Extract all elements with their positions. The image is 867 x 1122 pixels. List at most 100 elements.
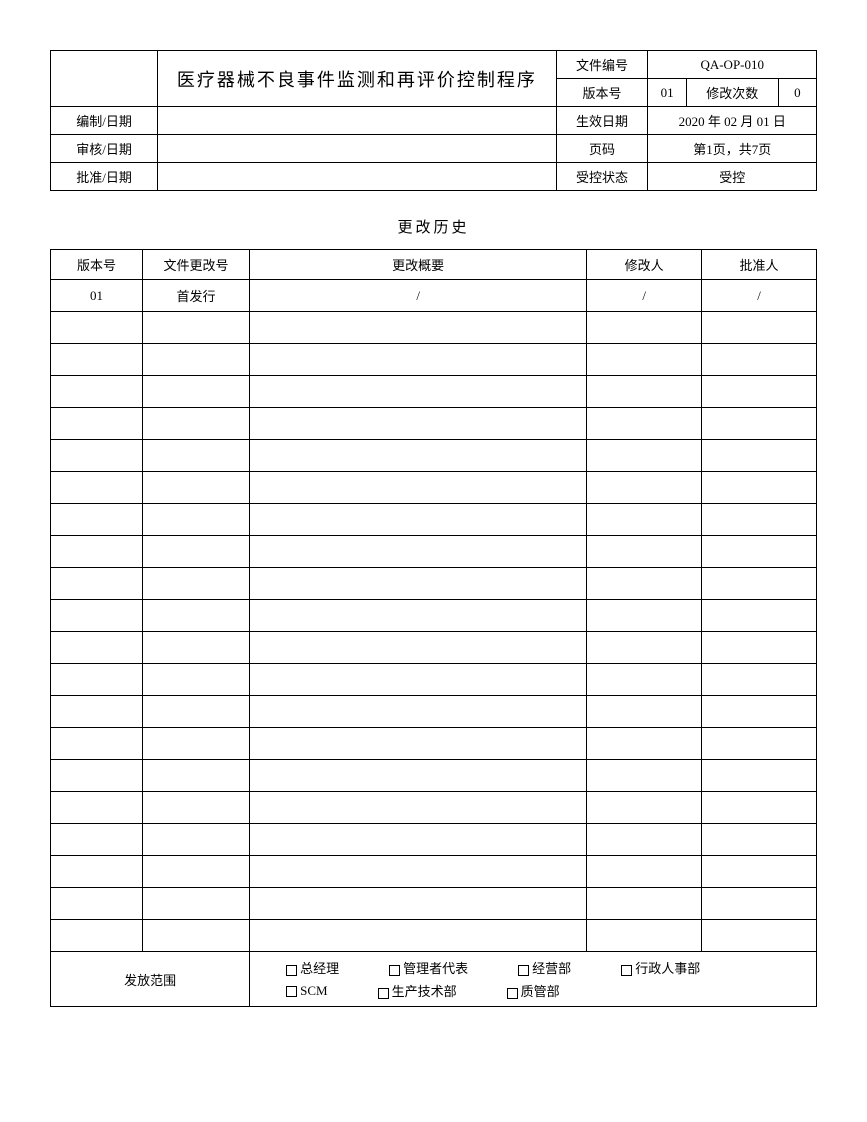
checkbox-icon bbox=[286, 965, 297, 976]
table-cell: / bbox=[250, 280, 587, 312]
distribution-items-cell: 总经理管理者代表经营部行政人事部 SCM生产技术部质管部 bbox=[250, 952, 817, 1007]
approved-value bbox=[158, 163, 556, 191]
table-cell bbox=[702, 920, 817, 952]
distribution-label: 发放范围 bbox=[51, 952, 250, 1007]
distribution-option: 管理者代表 bbox=[389, 958, 468, 977]
table-cell bbox=[587, 632, 702, 664]
table-cell bbox=[587, 440, 702, 472]
table-cell: 首发行 bbox=[142, 280, 249, 312]
table-cell bbox=[250, 824, 587, 856]
table-cell bbox=[587, 312, 702, 344]
table-cell bbox=[702, 824, 817, 856]
effective-label: 生效日期 bbox=[556, 107, 648, 135]
table-cell bbox=[250, 888, 587, 920]
controlled-value: 受控 bbox=[648, 163, 817, 191]
table-cell bbox=[587, 600, 702, 632]
table-cell bbox=[587, 376, 702, 408]
table-cell bbox=[587, 824, 702, 856]
checkbox-icon bbox=[621, 965, 632, 976]
table-row bbox=[51, 440, 817, 472]
table-cell bbox=[51, 696, 143, 728]
table-cell bbox=[142, 504, 249, 536]
table-cell bbox=[142, 472, 249, 504]
table-cell bbox=[250, 440, 587, 472]
table-cell bbox=[587, 408, 702, 440]
table-cell bbox=[51, 440, 143, 472]
table-cell bbox=[702, 888, 817, 920]
page-label: 页码 bbox=[556, 135, 648, 163]
table-cell bbox=[250, 376, 587, 408]
table-cell bbox=[142, 888, 249, 920]
table-cell bbox=[250, 408, 587, 440]
table-cell bbox=[142, 824, 249, 856]
col-approver: 批准人 bbox=[702, 250, 817, 280]
table-cell bbox=[250, 728, 587, 760]
table-row bbox=[51, 664, 817, 696]
history-header-row: 版本号 文件更改号 更改概要 修改人 批准人 bbox=[51, 250, 817, 280]
table-cell bbox=[250, 504, 587, 536]
table-cell bbox=[587, 728, 702, 760]
approved-label: 批准/日期 bbox=[51, 163, 158, 191]
table-cell bbox=[51, 728, 143, 760]
table-cell bbox=[51, 664, 143, 696]
table-cell bbox=[702, 312, 817, 344]
table-cell bbox=[587, 472, 702, 504]
rev-count-value: 0 bbox=[778, 79, 816, 107]
version-label: 版本号 bbox=[556, 79, 648, 107]
table-cell bbox=[702, 568, 817, 600]
distribution-option: 行政人事部 bbox=[621, 958, 700, 977]
table-cell bbox=[142, 760, 249, 792]
table-cell bbox=[250, 920, 587, 952]
table-cell bbox=[702, 440, 817, 472]
table-cell bbox=[587, 568, 702, 600]
history-section-title: 更改历史 bbox=[50, 216, 817, 237]
change-history-table: 版本号 文件更改号 更改概要 修改人 批准人 01首发行/// 发放范围 总经理… bbox=[50, 249, 817, 1007]
table-cell bbox=[51, 760, 143, 792]
table-row bbox=[51, 568, 817, 600]
table-cell bbox=[250, 472, 587, 504]
table-cell bbox=[51, 568, 143, 600]
table-cell bbox=[142, 632, 249, 664]
table-cell bbox=[702, 504, 817, 536]
table-row bbox=[51, 632, 817, 664]
table-cell bbox=[250, 600, 587, 632]
distribution-row: 发放范围 总经理管理者代表经营部行政人事部 SCM生产技术部质管部 bbox=[51, 952, 817, 1007]
checkbox-icon bbox=[389, 965, 400, 976]
table-cell bbox=[250, 568, 587, 600]
table-cell bbox=[51, 824, 143, 856]
table-cell bbox=[250, 760, 587, 792]
table-row bbox=[51, 600, 817, 632]
doc-no-value: QA-OP-010 bbox=[648, 51, 817, 79]
table-cell bbox=[702, 792, 817, 824]
col-change-no: 文件更改号 bbox=[142, 250, 249, 280]
table-cell bbox=[702, 632, 817, 664]
table-cell bbox=[51, 632, 143, 664]
table-cell bbox=[142, 856, 249, 888]
table-cell bbox=[587, 344, 702, 376]
distribution-option: SCM bbox=[286, 983, 327, 999]
table-cell bbox=[587, 536, 702, 568]
table-cell bbox=[142, 664, 249, 696]
table-cell bbox=[51, 344, 143, 376]
table-cell bbox=[250, 856, 587, 888]
table-cell bbox=[587, 760, 702, 792]
table-cell bbox=[702, 376, 817, 408]
table-cell bbox=[250, 536, 587, 568]
table-cell bbox=[250, 344, 587, 376]
table-cell bbox=[702, 696, 817, 728]
table-row bbox=[51, 472, 817, 504]
table-cell bbox=[702, 600, 817, 632]
table-row bbox=[51, 312, 817, 344]
distribution-option-label: 生产技术部 bbox=[392, 984, 457, 999]
rev-count-label: 修改次数 bbox=[686, 79, 778, 107]
table-cell bbox=[51, 472, 143, 504]
table-cell bbox=[702, 408, 817, 440]
table-cell bbox=[51, 888, 143, 920]
table-cell bbox=[702, 856, 817, 888]
doc-no-label: 文件编号 bbox=[556, 51, 648, 79]
document-header-table: 医疗器械不良事件监测和再评价控制程序 文件编号 QA-OP-010 版本号 01… bbox=[50, 50, 817, 191]
checkbox-icon bbox=[378, 988, 389, 999]
checkbox-icon bbox=[518, 965, 529, 976]
table-row bbox=[51, 856, 817, 888]
table-cell: / bbox=[587, 280, 702, 312]
